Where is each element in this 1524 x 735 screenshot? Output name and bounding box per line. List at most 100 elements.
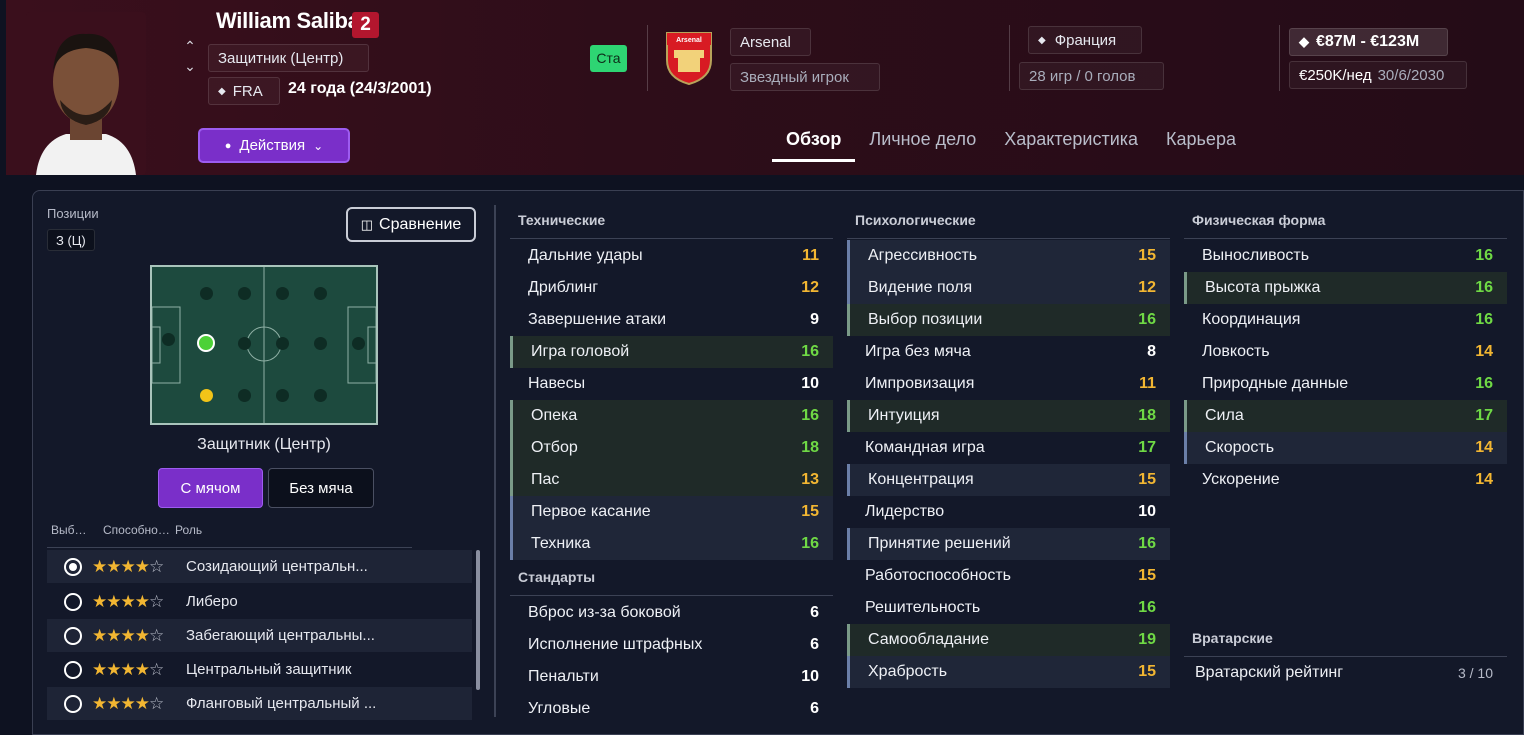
technical-title: Технические	[518, 212, 606, 228]
role-radio[interactable]	[64, 694, 82, 713]
attribute-row[interactable]: Игра головой 16	[510, 336, 833, 368]
attribute-row[interactable]: Вброс из-за боковой 6	[510, 597, 833, 629]
attribute-value: 10	[801, 668, 819, 685]
attribute-name: Исполнение штрафных	[528, 636, 703, 653]
compare-button[interactable]: ◫ Сравнение	[346, 207, 476, 242]
role-radio[interactable]	[64, 626, 82, 645]
attribute-name: Угловые	[528, 700, 591, 717]
attribute-value: 16	[1475, 247, 1493, 264]
attribute-row[interactable]: Игра без мяча 8	[847, 336, 1170, 368]
divider	[1184, 238, 1507, 239]
position-dot	[238, 389, 251, 402]
attribute-row[interactable]: Пенальти 10	[510, 661, 833, 693]
scrollbar[interactable]	[476, 550, 480, 690]
attribute-row[interactable]: Скорость 14	[1184, 432, 1507, 464]
attribute-row[interactable]: Импровизация 11	[847, 368, 1170, 400]
attribute-row[interactable]: Решительность 16	[847, 592, 1170, 624]
tab-attributes[interactable]: Характеристика	[1004, 129, 1139, 149]
attribute-value: 6	[810, 636, 819, 653]
attribute-name: Координация	[1202, 311, 1301, 328]
role-row[interactable]: ★★★★☆ Созидающий центральн...	[47, 550, 472, 583]
attribute-row[interactable]: Храбрость 15	[847, 656, 1170, 688]
user-icon: ●	[224, 139, 232, 152]
chevron-up-icon[interactable]: ⌃	[184, 38, 196, 54]
flag-icon: ◆	[218, 85, 226, 97]
attribute-name: Скорость	[1205, 439, 1275, 456]
attribute-row[interactable]: Командная игра 17	[847, 432, 1170, 464]
player-position: Защитник (Центр)	[218, 49, 344, 67]
attribute-name: Навесы	[528, 375, 586, 392]
attribute-row[interactable]: Видение поля 12	[847, 272, 1170, 304]
attribute-row[interactable]: Самообладание 19	[847, 624, 1170, 656]
without-ball-toggle[interactable]: Без мяча	[268, 468, 374, 508]
role-row[interactable]: ★★★★☆ Центральный защитник	[47, 653, 472, 686]
attribute-row[interactable]: Выносливость 16	[1184, 240, 1507, 272]
attribute-row[interactable]: Сила 17	[1184, 400, 1507, 432]
attribute-row[interactable]: Выбор позиции 16	[847, 304, 1170, 336]
role-radio[interactable]	[64, 592, 82, 611]
with-ball-toggle[interactable]: С мячом	[158, 468, 263, 508]
attribute-row[interactable]: Лидерство 10	[847, 496, 1170, 528]
attribute-row[interactable]: Ловкость 14	[1184, 336, 1507, 368]
attribute-row[interactable]: Навесы 10	[510, 368, 833, 400]
attribute-name: Первое касание	[531, 503, 651, 520]
setpieces-title: Стандарты	[518, 569, 596, 585]
attribute-value: 19	[1138, 631, 1156, 648]
attribute-value: 18	[801, 439, 819, 456]
attribute-name: Командная игра	[865, 439, 985, 456]
goalkeeper-rating-row[interactable]: Вратарский рейтинг 3 / 10	[1184, 657, 1507, 689]
attribute-row[interactable]: Угловые 6	[510, 693, 833, 725]
role-radio[interactable]	[64, 660, 82, 679]
goalkeeper-rating-value: 3 / 10	[1457, 665, 1493, 681]
attribute-row[interactable]: Исполнение штрафных 6	[510, 629, 833, 661]
position-dot	[314, 337, 327, 350]
attribute-name: Завершение атаки	[528, 311, 667, 328]
attribute-row[interactable]: Агрессивность 15	[847, 240, 1170, 272]
attribute-row[interactable]: Пас 13	[510, 464, 833, 496]
attribute-name: Сила	[1205, 407, 1244, 424]
goalkeeper-rating-label: Вратарский рейтинг	[1195, 664, 1344, 681]
role-row[interactable]: ★★★★☆ Либеро	[47, 585, 472, 618]
attribute-row[interactable]: Дриблинг 12	[510, 272, 833, 304]
attribute-row[interactable]: Высота прыжка 16	[1184, 272, 1507, 304]
club-crest-icon[interactable]: Arsenal	[664, 30, 714, 86]
attribute-row[interactable]: Интуиция 18	[847, 400, 1170, 432]
attribute-row[interactable]: Принятие решений 16	[847, 528, 1170, 560]
attribute-row[interactable]: Завершение атаки 9	[510, 304, 833, 336]
compare-icon: ◫	[360, 216, 374, 232]
column-header-select[interactable]: Выб…	[51, 523, 87, 537]
column-header-role[interactable]: Роль	[175, 523, 203, 537]
role-row[interactable]: ★★★★☆ Фланговый центральный ...	[47, 687, 472, 720]
tab-career[interactable]: Карьера	[1166, 129, 1236, 149]
attribute-value: 14	[1475, 343, 1493, 360]
attribute-value: 16	[1138, 311, 1156, 328]
column-header-ability[interactable]: Способно…	[103, 523, 170, 537]
goalkeeping-title: Вратарские	[1192, 630, 1273, 646]
attribute-row[interactable]: Ускорение 14	[1184, 464, 1507, 496]
nation-chip[interactable]: ◆ Франция	[1028, 26, 1142, 54]
position-dot	[352, 337, 365, 350]
attribute-row[interactable]: Техника 16	[510, 528, 833, 560]
tab-overview[interactable]: Обзор	[772, 128, 856, 162]
attribute-name: Принятие решений	[868, 535, 1011, 552]
role-radio[interactable]	[64, 557, 82, 576]
wage: €250K/нед	[1299, 66, 1372, 84]
position-dot	[238, 287, 251, 300]
attribute-row[interactable]: Координация 16	[1184, 304, 1507, 336]
attribute-row[interactable]: Работоспособность 15	[847, 560, 1170, 592]
star-rating-icon: ★★★★☆	[92, 556, 164, 576]
attribute-value: 12	[1138, 279, 1156, 296]
attribute-row[interactable]: Отбор 18	[510, 432, 833, 464]
actions-button[interactable]: ● Действия ⌄	[198, 128, 350, 163]
tab-personal-file[interactable]: Личное дело	[869, 129, 977, 149]
chevron-down-icon[interactable]: ⌄	[184, 58, 196, 74]
attribute-name: Видение поля	[868, 279, 973, 296]
role-row[interactable]: ★★★★☆ Забегающий центральны...	[47, 619, 472, 652]
attribute-row[interactable]: Концентрация 15	[847, 464, 1170, 496]
attribute-row[interactable]: Дальние удары 11	[510, 240, 833, 272]
position-dot	[314, 287, 327, 300]
attribute-row[interactable]: Первое касание 15	[510, 496, 833, 528]
club-name-chip[interactable]: Arsenal	[730, 28, 811, 56]
attribute-row[interactable]: Природные данные 16	[1184, 368, 1507, 400]
attribute-row[interactable]: Опека 16	[510, 400, 833, 432]
